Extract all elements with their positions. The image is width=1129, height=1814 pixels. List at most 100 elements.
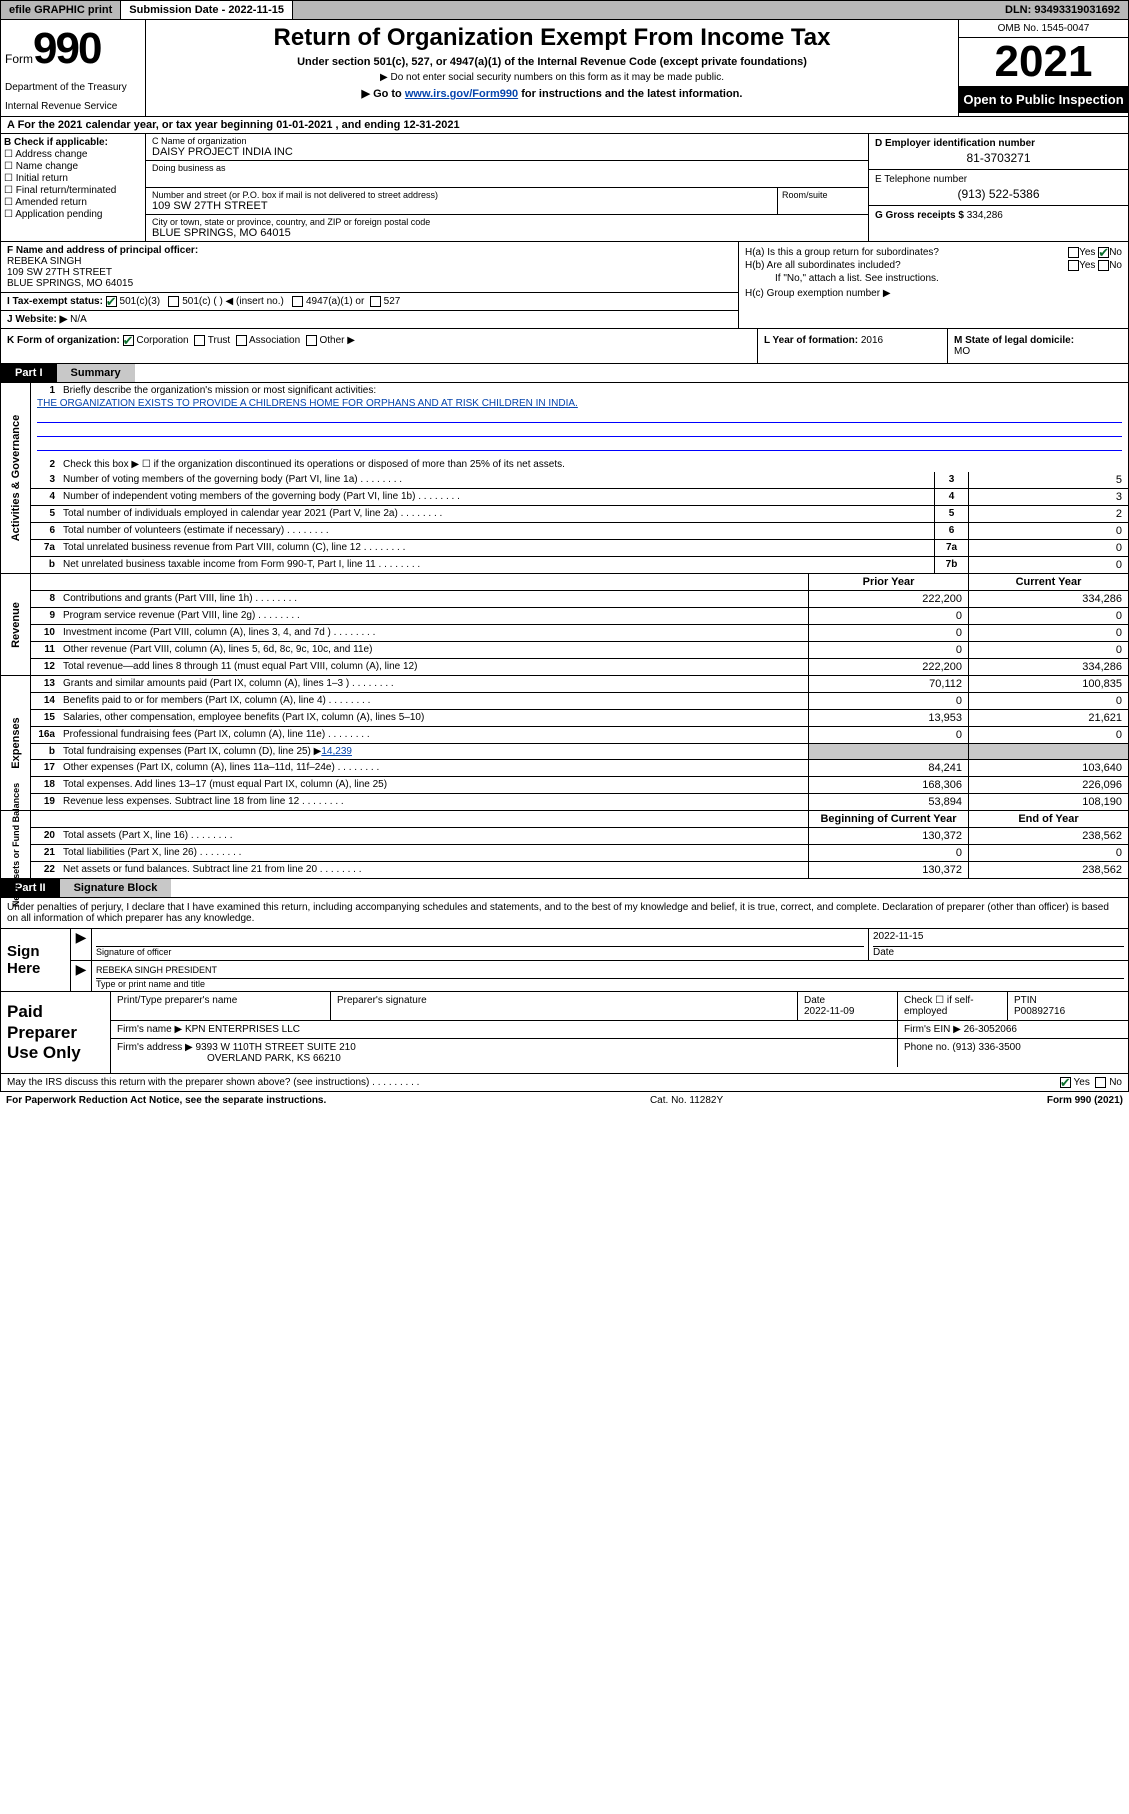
submission-date: Submission Date - 2022-11-15 [121,1,293,19]
addr-label: Firm's address ▶ [117,1042,193,1053]
paid-preparer-block: Paid Preparer Use Only Print/Type prepar… [0,992,1129,1074]
blank [59,574,808,590]
chk-501c[interactable] [168,296,179,307]
l-label: L Year of formation: [764,335,858,346]
chk-501c3[interactable] [106,296,117,307]
ein-box: D Employer identification number 81-3703… [869,134,1128,170]
chk-corp[interactable] [123,335,134,346]
l16b-val[interactable]: 14,239 [321,746,352,757]
prior-year-hdr: Prior Year [808,574,968,590]
chk-label: Application pending [15,209,102,220]
opt-501c3: 501(c)(3) [120,296,161,307]
prior-val: 0 [808,642,968,658]
col-deg: D Employer identification number 81-3703… [868,134,1128,241]
sidelabel-netassets: Net Assets or Fund Balances [1,811,31,878]
chk-initial-return[interactable]: ☐ Initial return [4,173,142,184]
phone-label: E Telephone number [875,174,1122,185]
date-hdr: Date [804,995,825,1006]
chk-other[interactable] [306,335,317,346]
line-20: 20Total assets (Part X, line 16)130,3722… [31,828,1128,845]
line-num: 9 [31,608,59,624]
mission-text[interactable]: THE ORGANIZATION EXISTS TO PROVIDE A CHI… [31,398,1128,409]
hb-note: If "No," attach a list. See instructions… [745,273,1122,284]
line-4-desc: Number of independent voting members of … [59,489,934,505]
gov-body: 1 Briefly describe the organization's mi… [31,383,1128,573]
header-mid: Return of Organization Exempt From Incom… [146,20,958,116]
chk-app-pending[interactable]: ☐ Application pending [4,209,142,220]
end-val: 0 [968,845,1128,861]
j-label: J Website: ▶ [7,314,67,325]
chk-4947[interactable] [292,296,303,307]
curr-val: 0 [968,727,1128,743]
chk-527[interactable] [370,296,381,307]
line-22: 22Net assets or fund balances. Subtract … [31,862,1128,878]
line-6-val: 0 [968,523,1128,539]
firm-phone: Phone no. (913) 336-3500 [898,1039,1128,1067]
discuss-yes-chk[interactable] [1060,1077,1071,1088]
chk-address-change[interactable]: ☐ Address change [4,149,142,160]
form-number: Form990 [5,24,141,74]
yes-label: Yes [1074,1077,1090,1088]
line-21: 21Total liabilities (Part X, line 26)00 [31,845,1128,862]
irs-link[interactable]: www.irs.gov/Form990 [405,88,518,100]
part2-header: Part II Signature Block [0,879,1129,898]
ein-val: 81-3703271 [875,151,1122,165]
ha-no[interactable] [1098,247,1109,258]
sign-row-sig: ▶ Signature of officer 2022-11-15 Date [71,929,1128,961]
m-state: M State of legal domicile: MO [948,329,1128,363]
exp-body: 13Grants and similar amounts paid (Part … [31,676,1128,810]
l-val: 2016 [861,335,883,346]
officer-sig-field[interactable]: Signature of officer [91,929,868,960]
irs-label: Internal Revenue Service [5,101,141,112]
header-left: Form990 Department of the Treasury Inter… [1,20,146,116]
curr-val: 226,096 [968,777,1128,793]
ssn-note: ▶ Do not enter social security numbers o… [154,72,950,83]
line-desc: Total revenue—add lines 8 through 11 (mu… [59,659,808,675]
discuss-no-chk[interactable] [1095,1077,1106,1088]
hb-no[interactable] [1098,260,1109,271]
firm-label: Firm's name ▶ [117,1024,182,1035]
efile-label[interactable]: efile GRAPHIC print [1,1,121,19]
chk-name-change[interactable]: ☐ Name change [4,161,142,172]
line-num: 16a [31,727,59,743]
ha-yes[interactable] [1068,247,1079,258]
no-label: No [1109,247,1122,258]
h-group-return: H(a) Is this a group return for subordin… [738,242,1128,328]
curr-val: 108,190 [968,794,1128,810]
line-5: 5 Total number of individuals employed i… [31,506,1128,523]
curr-val: 0 [968,693,1128,709]
opt-527: 527 [384,296,401,307]
line-num: 2 [31,457,59,472]
line-1-desc: Briefly describe the organization's miss… [59,383,1128,398]
section-governance: Activities & Governance 1 Briefly descri… [0,383,1129,574]
gross-label: G Gross receipts $ [875,210,964,221]
ha-line: H(a) Is this a group return for subordin… [745,247,1122,258]
officer-name: REBEKA SINGH PRESIDENT [96,963,1124,979]
line-14: 14Benefits paid to or for members (Part … [31,693,1128,710]
prep-name-hdr: Print/Type preparer's name [111,992,331,1020]
l-year: L Year of formation: 2016 [758,329,948,363]
prep-ptin: PTINP00892716 [1008,992,1128,1020]
chk-final-return[interactable]: ☐ Final return/terminated [4,185,142,196]
line-4-box: 4 [934,489,968,505]
chk-trust[interactable] [194,335,205,346]
part1-label: Part I [1,364,57,382]
dba-label: Doing business as [152,163,862,173]
street-label: Number and street (or P.O. box if mail i… [152,190,771,200]
firm-ein: Firm's EIN ▶ 26-3052066 [898,1021,1128,1038]
line-2: 2 Check this box ▶ ☐ if the organization… [31,457,1128,472]
street-val: 109 SW 27TH STREET [152,200,771,212]
line-num: 14 [31,693,59,709]
blank [59,811,808,827]
hb-yes[interactable] [1068,260,1079,271]
sidelabel-text: Expenses [10,717,22,768]
no-label: No [1109,1077,1122,1088]
col-b-checkboxes: B Check if applicable: ☐ Address change … [1,134,146,241]
firm-val: KPN ENTERPRISES LLC [185,1024,300,1035]
open-public: Open to Public Inspection [959,86,1128,113]
prep-selfemp[interactable]: Check ☐ if self-employed [898,992,1008,1020]
chk-assoc[interactable] [236,335,247,346]
line-num: 18 [31,777,59,793]
chk-amended[interactable]: ☐ Amended return [4,197,142,208]
line-num: 4 [31,489,59,505]
